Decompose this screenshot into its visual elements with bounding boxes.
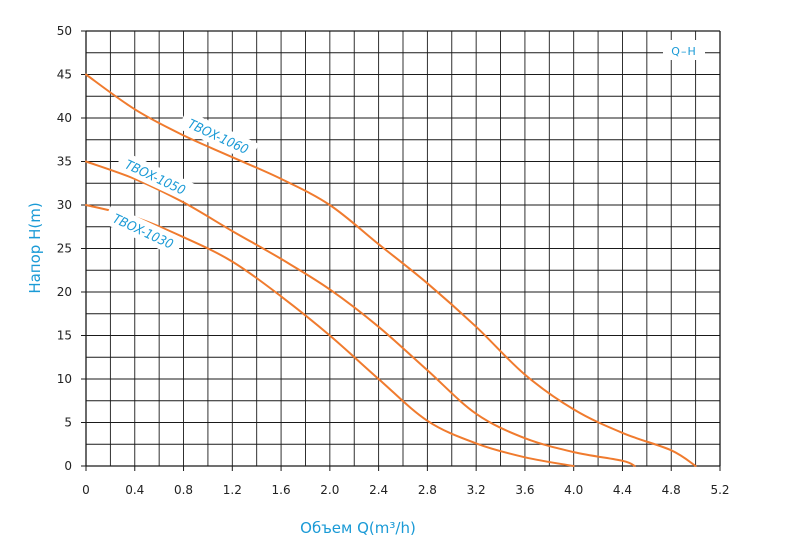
y-tick-label: 35 bbox=[57, 155, 72, 169]
x-tick-label: 0.8 bbox=[174, 483, 193, 497]
x-axis-title: Объем Q(m³/h) bbox=[300, 519, 416, 537]
y-tick-label: 5 bbox=[64, 416, 72, 430]
y-axis-title: Напор H(m) bbox=[26, 202, 44, 293]
x-tick-label: 0 bbox=[82, 483, 90, 497]
series-line-1 bbox=[85, 73, 697, 467]
y-tick-label: 20 bbox=[57, 285, 72, 299]
y-tick-label: 30 bbox=[57, 198, 72, 212]
series-label-plate bbox=[103, 205, 184, 257]
series-label-plate bbox=[178, 110, 259, 162]
x-tick-label: 2.4 bbox=[369, 483, 388, 497]
y-tick-label: 40 bbox=[57, 111, 72, 125]
x-tick-label: 0.4 bbox=[125, 483, 144, 497]
series-line-2 bbox=[85, 160, 636, 467]
legend-box: Q–H bbox=[663, 40, 705, 60]
y-tick-label: 15 bbox=[57, 329, 72, 343]
series-lines bbox=[85, 73, 697, 467]
x-tick-label: 2.0 bbox=[320, 483, 339, 497]
series-line-3 bbox=[85, 204, 575, 467]
y-tick-label: 25 bbox=[57, 242, 72, 256]
y-tick-label: 0 bbox=[64, 459, 72, 473]
x-tick-label: 3.2 bbox=[467, 483, 486, 497]
x-tick-label: 1.6 bbox=[272, 483, 291, 497]
x-tick-label: 3.6 bbox=[515, 483, 534, 497]
x-tick-label: 4.4 bbox=[613, 483, 632, 497]
x-tick-label: 1.2 bbox=[223, 483, 242, 497]
x-tick-label: 4.8 bbox=[662, 483, 681, 497]
y-tick-label: 45 bbox=[57, 68, 72, 82]
tick-labels: 0 0.4 0.8 1.2 1.6 2.0 2.4 2.8 3.2 3.6 4.0 4.4 4.8 5.2… bbox=[57, 24, 730, 497]
x-tick-label: 2.8 bbox=[418, 483, 437, 497]
x-tick-label: 4.0 bbox=[564, 483, 583, 497]
x-tick-label: 5.2 bbox=[710, 483, 729, 497]
grid bbox=[81, 30, 721, 471]
series-label-plate bbox=[115, 151, 196, 203]
legend-label: Q–H bbox=[671, 45, 696, 58]
y-tick-label: 10 bbox=[57, 372, 72, 386]
y-tick-label: 50 bbox=[57, 24, 72, 38]
